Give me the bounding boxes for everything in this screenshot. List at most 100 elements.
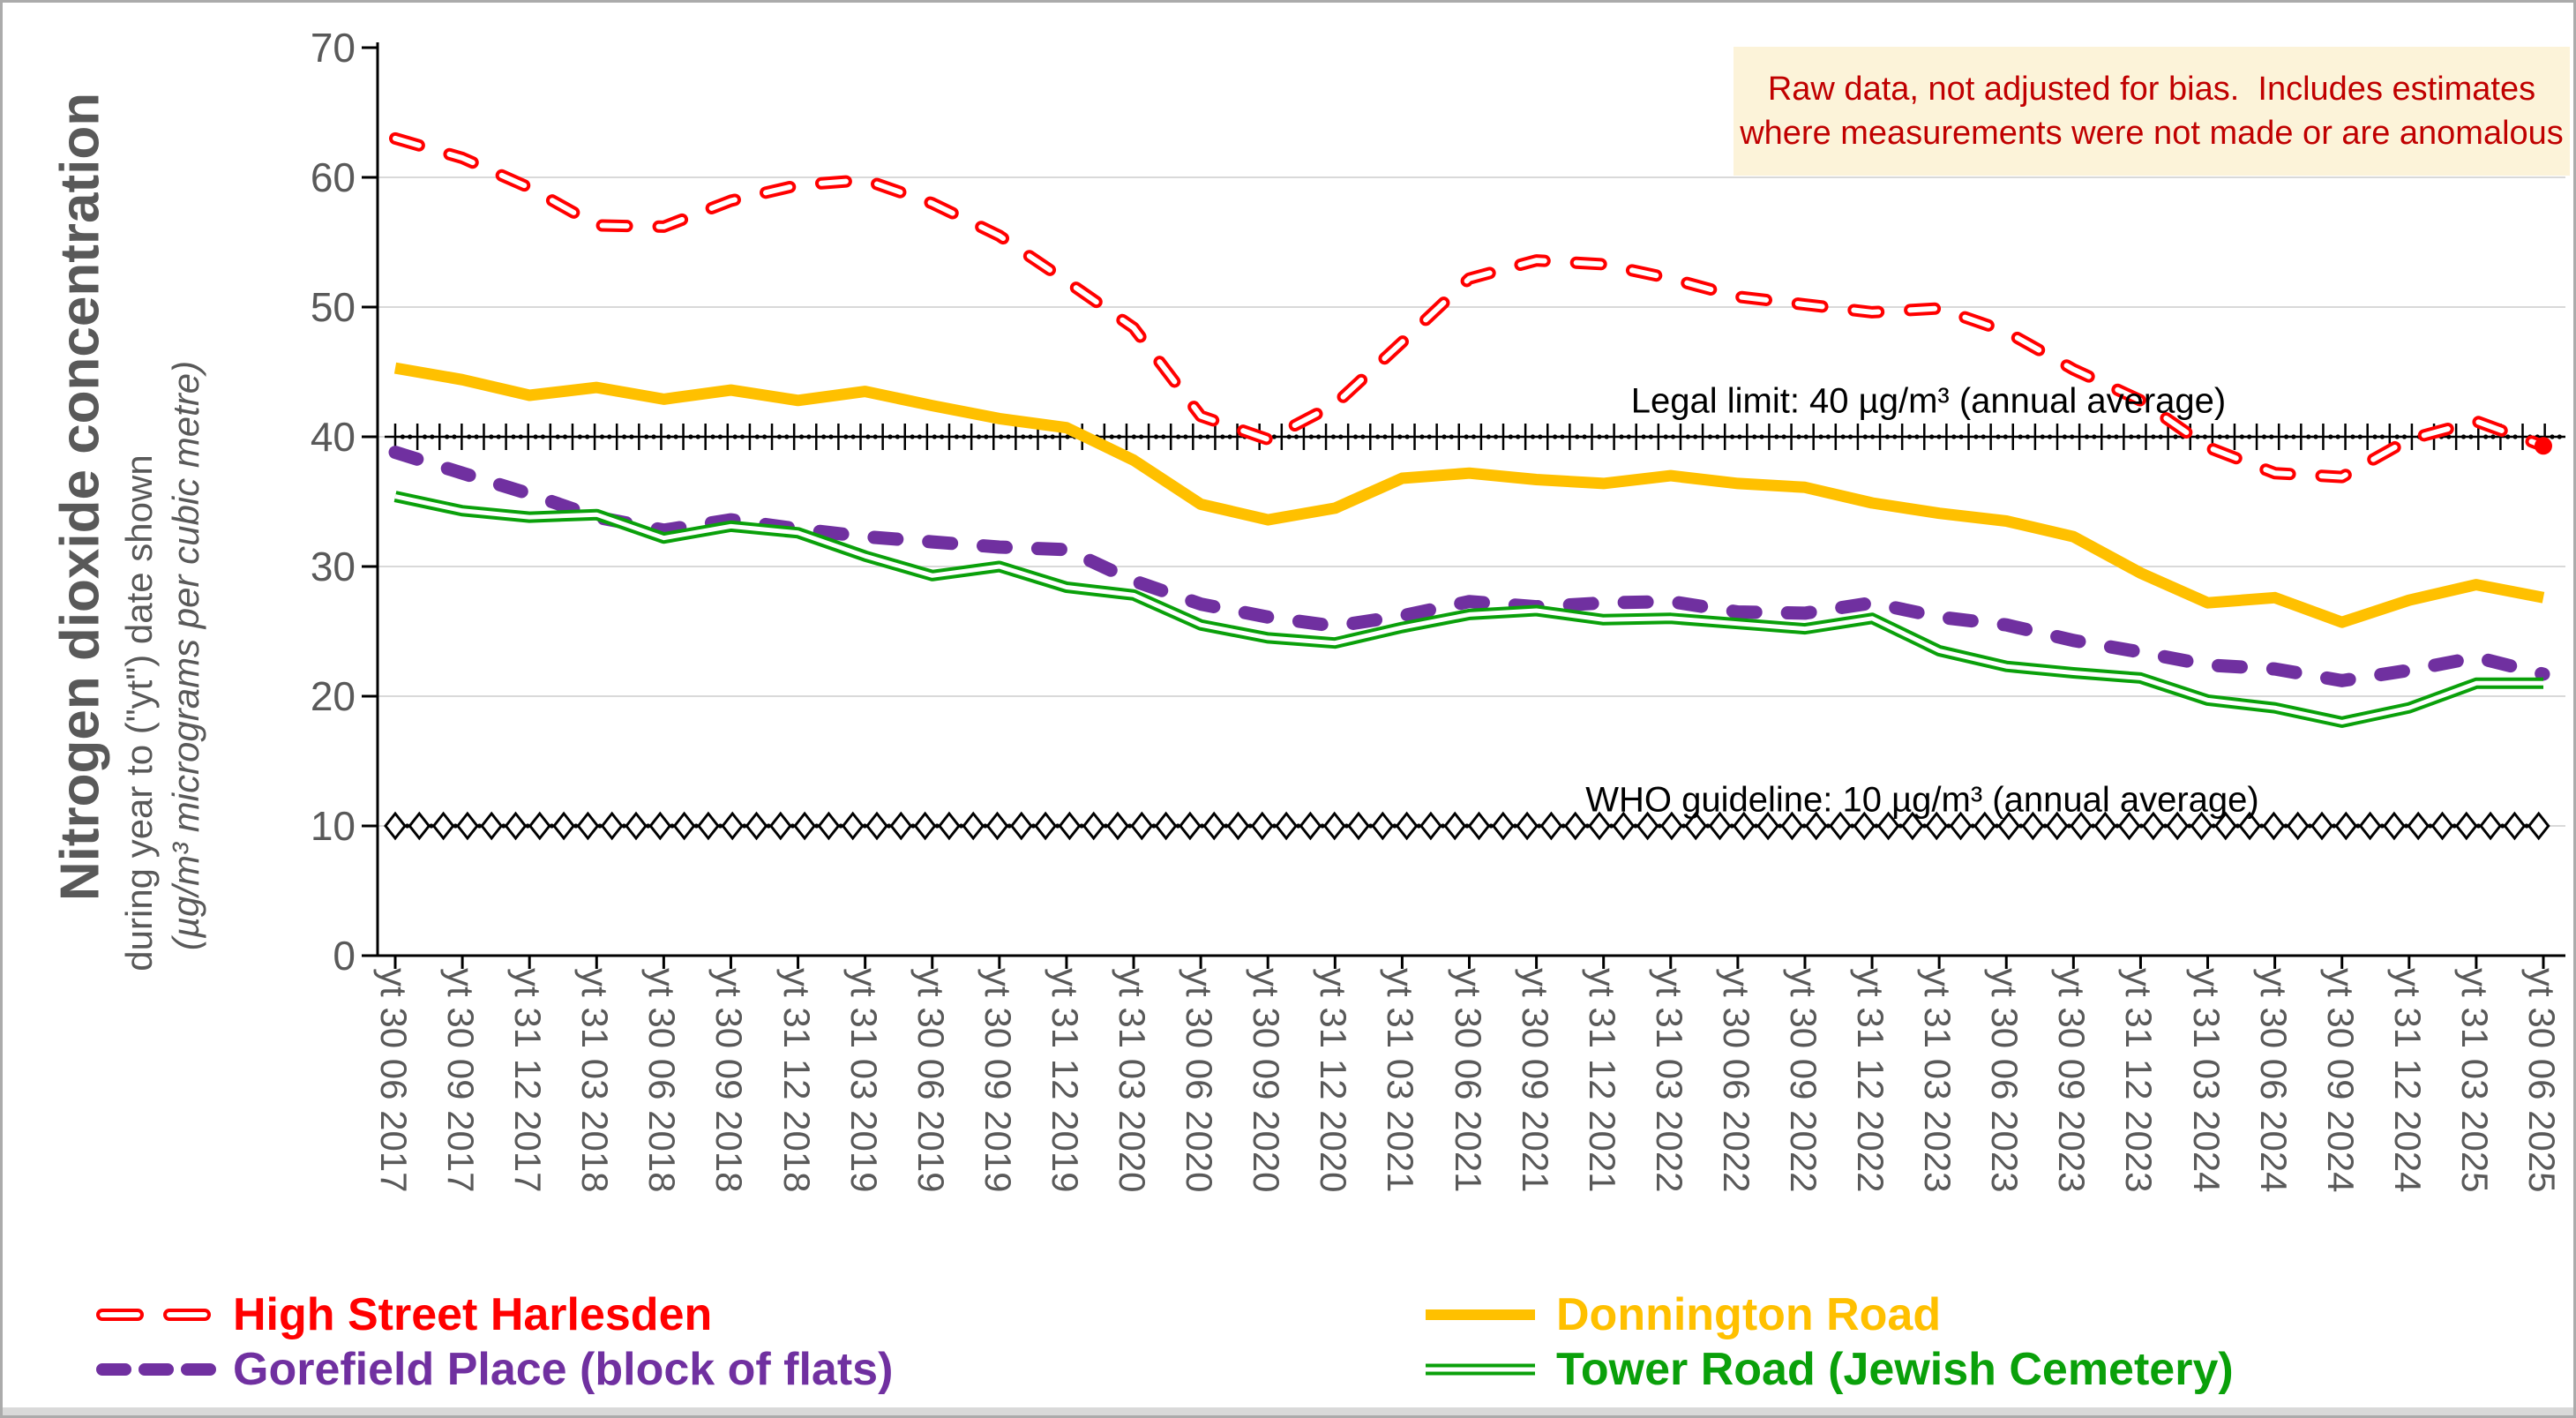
- who-dot-marker: [2162, 823, 2168, 829]
- who-dot-marker: [549, 823, 555, 829]
- who-diamond-marker: [1226, 811, 1250, 841]
- legal-limit-dot: [430, 434, 435, 439]
- who-dot-marker: [1296, 823, 1301, 829]
- x-tick-label: yt 30 09 2021: [1514, 968, 1556, 1193]
- who-diamond-marker: [1563, 811, 1587, 841]
- legal-limit-dot: [954, 434, 959, 439]
- y-axis-title-sub: during year to ("yt") date shown: [118, 454, 160, 972]
- who-diamond-marker: [1322, 811, 1346, 841]
- legal-limit-dot: [976, 434, 982, 439]
- legal-limit-dot: [1043, 434, 1048, 439]
- x-tick-label: yt 31 03 2019: [842, 968, 885, 1193]
- who-diamond-marker: [2454, 811, 2478, 841]
- who-dot-marker: [910, 823, 916, 829]
- legal-limit-dot: [1862, 434, 1868, 439]
- bottom-border-bar: [3, 1407, 2573, 1415]
- who-diamond-marker: [937, 811, 961, 841]
- x-tick-label: yt 30 06 2022: [1715, 968, 1757, 1193]
- legal-limit-dot: [1929, 434, 1935, 439]
- legal-limit-dot: [2557, 434, 2562, 439]
- legal-limit-dot: [408, 434, 413, 439]
- who-diamond-marker: [865, 811, 888, 841]
- legal-limit-dot: [1139, 434, 1144, 439]
- who-diamond-marker: [1829, 811, 1852, 841]
- legal-limit-dot: [2136, 434, 2141, 439]
- who-diamond-marker: [2310, 811, 2333, 841]
- legal-limit-dot: [644, 434, 649, 439]
- legal-limit-dot: [1840, 434, 1846, 439]
- legal-limit-dot: [865, 434, 871, 439]
- legend-item-donnington-road: Donnington Road: [1419, 1289, 1942, 1340]
- who-diamond-marker: [408, 811, 431, 841]
- who-dot-marker: [646, 823, 651, 829]
- legal-limit-dot: [1464, 434, 1469, 439]
- legend-label: Donnington Road: [1556, 1289, 1942, 1340]
- legal-limit-dot: [695, 434, 700, 439]
- x-tick-label: yt 31 12 2023: [2118, 968, 2160, 1193]
- legal-limit-label: Legal limit: 40 µg/m³ (annual average): [1630, 381, 2227, 421]
- series-donnington-road: [393, 362, 2545, 628]
- legal-limit-dot: [717, 434, 723, 439]
- legal-limit-dot: [1131, 434, 1136, 439]
- x-tick-label: yt 31 03 2021: [1380, 968, 1422, 1193]
- who-dot-marker: [1753, 823, 1759, 829]
- legal-limit-dot: [673, 434, 678, 439]
- who-dot-marker: [717, 823, 723, 829]
- who-dot-marker: [1537, 823, 1542, 829]
- who-diamond-marker: [2093, 811, 2117, 841]
- who-diamond-marker: [721, 811, 745, 841]
- who-diamond-marker: [2238, 811, 2262, 841]
- legal-limit-dot: [2239, 434, 2244, 439]
- who-diamond-marker: [1973, 811, 1996, 841]
- legal-limit-dot: [1818, 434, 1823, 439]
- legal-limit-dot: [1641, 434, 1646, 439]
- legal-limit-dot: [1715, 434, 1720, 439]
- legal-limit-dot: [2490, 434, 2496, 439]
- who-dot-marker: [1103, 823, 1108, 829]
- x-tick-label: yt 30 06 2025: [2521, 968, 2563, 1193]
- legal-limit-dot: [1685, 434, 1690, 439]
- who-dot-marker: [2138, 823, 2144, 829]
- legal-limit-dot: [2328, 434, 2333, 439]
- legal-limit-dot: [2151, 434, 2156, 439]
- x-tick-label: yt 30 06 2019: [910, 968, 952, 1193]
- who-dot-marker: [1488, 823, 1494, 829]
- who-dot-marker: [405, 823, 410, 829]
- who-dot-marker: [2115, 823, 2120, 829]
- who-diamond-marker: [1708, 811, 1732, 841]
- y-tick-label-70: 70: [310, 25, 356, 71]
- who-dot-marker: [1681, 823, 1687, 829]
- legal-limit-dot: [1538, 434, 1543, 439]
- legal-limit-dot: [917, 434, 923, 439]
- legal-limit-dot: [688, 434, 693, 439]
- legal-limit-dot: [939, 434, 945, 439]
- who-dot-marker: [1874, 823, 1879, 829]
- who-dot-marker: [742, 823, 747, 829]
- who-dot-marker: [2379, 823, 2385, 829]
- who-dot-marker: [2332, 823, 2337, 829]
- who-diamond-marker: [528, 811, 551, 841]
- legal-limit-dot: [1176, 434, 1181, 439]
- legal-limit-dot: [1737, 434, 1742, 439]
- who-diamond-marker: [1299, 811, 1322, 841]
- who-diamond-marker: [1925, 811, 1949, 841]
- who-diamond-marker: [817, 811, 841, 841]
- series-line-core: [394, 494, 2543, 724]
- who-diamond-marker: [384, 811, 407, 841]
- x-tick-label: yt 31 03 2025: [2453, 968, 2496, 1193]
- who-dot-marker: [1344, 823, 1349, 829]
- legal-limit-dot: [533, 434, 538, 439]
- who-dot-marker: [1801, 823, 1807, 829]
- legal-limit-dot: [2247, 434, 2252, 439]
- who-guideline-line: [384, 811, 2550, 841]
- who-dot-marker: [621, 823, 626, 829]
- legal-limit-dot: [1161, 434, 1166, 439]
- who-diamond-marker: [1347, 811, 1370, 841]
- legal-limit-dot: [1730, 434, 1735, 439]
- y-tick-label-10: 10: [310, 803, 356, 849]
- who-dot-marker: [862, 823, 867, 829]
- legal-limit-dot: [1286, 434, 1292, 439]
- legal-limit-dot: [1981, 434, 1986, 439]
- legal-limit-dot: [607, 434, 612, 439]
- who-dot-marker: [2259, 823, 2265, 829]
